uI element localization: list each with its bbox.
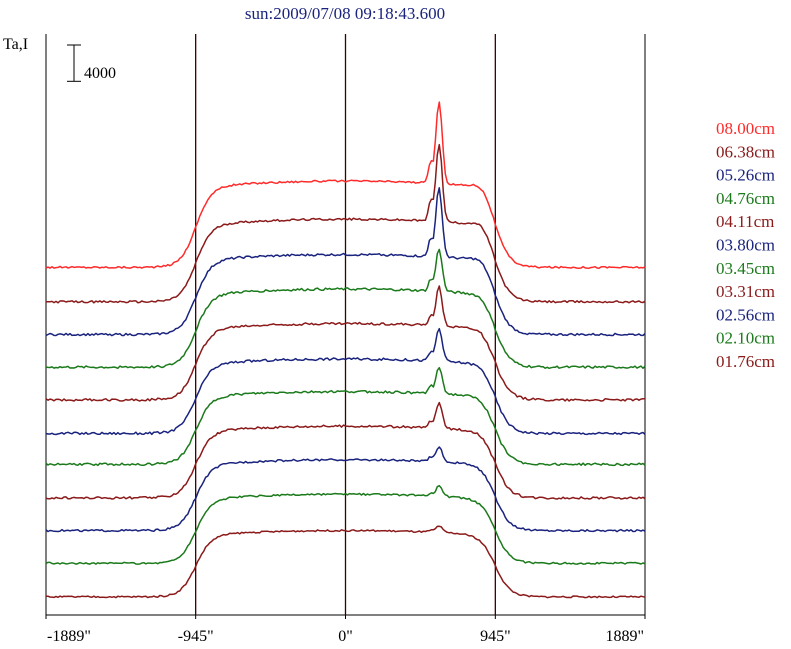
legend-entry: 02.56cm <box>716 305 775 324</box>
legend-entry: 03.80cm <box>716 236 775 255</box>
series-line-04.11cm <box>45 285 646 402</box>
legend-entry: 03.45cm <box>716 259 775 278</box>
x-axis-ticks: -1889" -945" 0" 945" 1889" <box>45 615 646 645</box>
legend-entry: 03.31cm <box>716 282 775 301</box>
chart-title: sun:2009/07/08 09:18:43.600 <box>245 4 445 23</box>
series-line-01.76cm <box>45 525 646 599</box>
legend-entry: 02.10cm <box>716 329 775 348</box>
series-line-02.10cm <box>45 484 646 565</box>
x-tick-label: 945" <box>480 628 511 645</box>
series-line-06.38cm <box>46 143 646 304</box>
legend-entry: 06.38cm <box>716 142 775 161</box>
series-line-02.56cm <box>45 446 646 533</box>
series-line-03.45cm <box>45 366 646 467</box>
series-line-04.76cm <box>45 248 646 370</box>
legend-entry: 05.26cm <box>716 166 775 185</box>
legend: 08.00cm 06.38cm 05.26cm 04.76cm 04.11cm 03.80… <box>716 119 775 371</box>
x-tick-label: 1889" <box>605 628 644 645</box>
y-axis-label: Ta,I <box>3 36 28 53</box>
legend-entry: 04.76cm <box>716 189 775 208</box>
x-tick-label: -945" <box>178 628 214 645</box>
series-line-05.26cm <box>45 187 646 337</box>
scale-bar-label: 4000 <box>84 65 116 82</box>
legend-entry: 01.76cm <box>716 352 775 371</box>
legend-entry: 04.11cm <box>716 212 774 231</box>
reference-lines <box>195 34 496 615</box>
legend-entry: 08.00cm <box>716 119 775 138</box>
series-line-03.80cm <box>45 327 646 436</box>
x-tick-label: -1889" <box>47 628 91 645</box>
series-line-03.31cm <box>45 401 646 500</box>
series-lines <box>45 101 646 599</box>
x-tick-label: 0" <box>338 628 353 645</box>
intensity-scale-bar: 4000 <box>67 44 116 82</box>
series-line-08.00cm <box>45 101 646 269</box>
